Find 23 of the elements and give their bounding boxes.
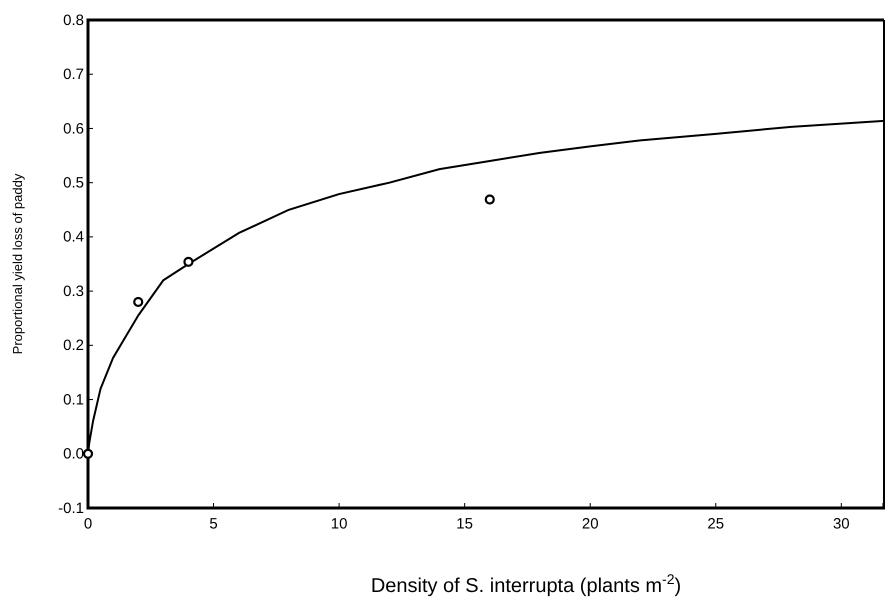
x-tick-label: 25 bbox=[707, 516, 724, 533]
x-tick-label: 10 bbox=[330, 516, 348, 533]
point bbox=[133, 296, 144, 308]
y-tick-label: 0.7 bbox=[63, 66, 84, 84]
y-tick-label: 0.2 bbox=[63, 337, 84, 354]
y-axis-title: Proportional yield loss of paddy bbox=[10, 173, 25, 354]
y-tick-label: -0.1 bbox=[58, 500, 84, 517]
y-tick-label: 0.0 bbox=[63, 446, 84, 463]
x-tick-label: 20 bbox=[582, 516, 599, 533]
x-tick-label: 30 bbox=[832, 516, 850, 533]
y-tick-label: 0.8 bbox=[63, 12, 84, 29]
x-tick-label: 15 bbox=[456, 516, 473, 533]
y-tick-label: 0.3 bbox=[63, 282, 84, 300]
y-tick-label: 0.5 bbox=[63, 174, 84, 192]
x-axis-title: Density of S. interrupta (plants m$^{-2}$) bbox=[370, 571, 682, 597]
point bbox=[183, 256, 194, 267]
x-tick-label: 0 bbox=[84, 516, 92, 533]
y-tick-label: 0.6 bbox=[63, 120, 84, 138]
y-tick-label: 0.1 bbox=[63, 391, 84, 408]
point bbox=[82, 448, 94, 459]
x-tick-label: 5 bbox=[209, 516, 218, 533]
point bbox=[484, 194, 495, 205]
y-tick-label: 0.4 bbox=[63, 228, 84, 246]
